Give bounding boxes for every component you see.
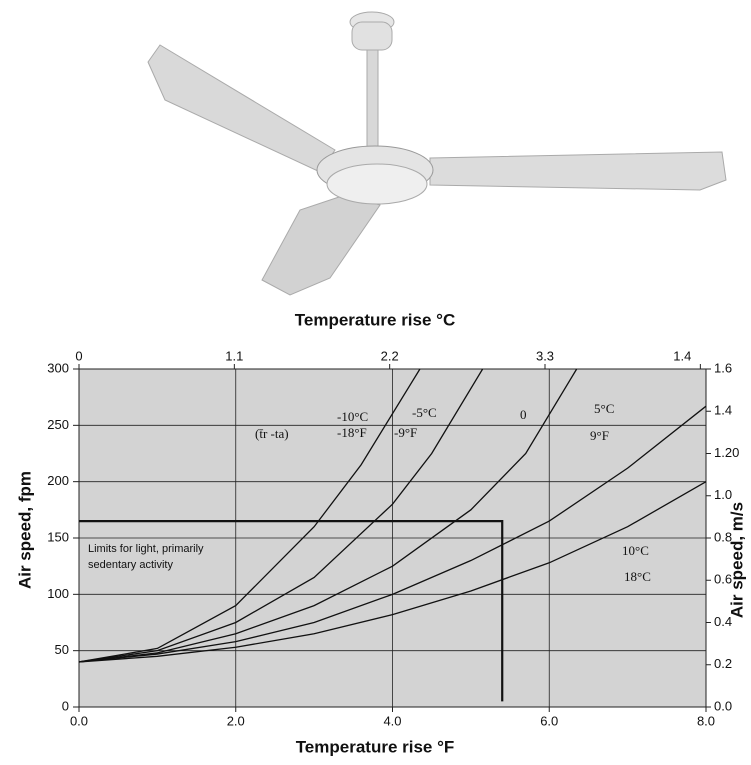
curve [78, 481, 707, 663]
y2-tick-label: 0.8 [714, 529, 732, 544]
limit-label: sedentary activity [88, 559, 173, 571]
y2-tick-label: 1.4 [714, 403, 732, 418]
curve-label: 10°C [622, 543, 649, 558]
x-tick-label: 0.0 [70, 713, 88, 728]
x2-tick-label: 2.2 [381, 348, 399, 363]
curve-label: 0 [520, 407, 527, 422]
y-tick-label: 150 [47, 529, 69, 544]
x2-tick-label: 1.4 [673, 348, 691, 363]
limit-label: Limits for light, primarily [88, 543, 204, 555]
y2-tick-label: 0.0 [714, 698, 732, 713]
x-tick-label: 2.0 [227, 713, 245, 728]
y-tick-label: 200 [47, 473, 69, 488]
curve [78, 368, 578, 663]
y-tick-label: 250 [47, 417, 69, 432]
x2-tick-label: 3.3 [536, 348, 554, 363]
curve [78, 405, 707, 663]
x-axis-title: Temperature rise °F [296, 737, 455, 756]
curve [78, 368, 484, 663]
y2-axis-title: Air speed, m/s [727, 502, 746, 618]
y-tick-label: 300 [47, 360, 69, 375]
y2-tick-label: 1.0 [714, 487, 732, 502]
x-tick-label: 4.0 [383, 713, 401, 728]
limit-line [79, 520, 504, 702]
y-tick-label: 50 [55, 642, 69, 657]
curve-label: -9°F [394, 425, 417, 440]
x-tick-label: 8.0 [697, 713, 715, 728]
plot-frame [78, 368, 707, 708]
curve-label: -10°C [337, 409, 368, 424]
y2-tick-label: 1.6 [714, 360, 732, 375]
x2-tick-label: 1.1 [225, 348, 243, 363]
curve-label: -18°F [337, 425, 367, 440]
y2-tick-label: 0.2 [714, 656, 732, 671]
curve [78, 368, 421, 663]
y-tick-label: 100 [47, 586, 69, 601]
x-tick-label: 6.0 [540, 713, 558, 728]
y2-tick-label: 1.20 [714, 445, 739, 460]
curve-label: -5°C [412, 405, 437, 420]
y2-tick-label: 0.6 [714, 572, 732, 587]
x2-tick-label: 0 [75, 348, 82, 363]
y-axis-title: Air speed, fpm [15, 471, 34, 589]
plot: 0 50 100 150 200 250 300 0.0 2.0 4.0 6.0 8.0 0 1.1 2.2… [47, 348, 739, 728]
curve-label: 5°C [594, 401, 614, 416]
y-tick-label: 0 [62, 698, 69, 713]
annotation: (t̄r -ta) [255, 426, 289, 441]
chart-title: Temperature rise °C [295, 310, 456, 329]
y2-tick-label: 0.4 [714, 614, 732, 629]
curve-label: 18°C [624, 569, 651, 584]
curve-label: 9°F [590, 428, 609, 443]
ceiling-fan [147, 11, 727, 296]
